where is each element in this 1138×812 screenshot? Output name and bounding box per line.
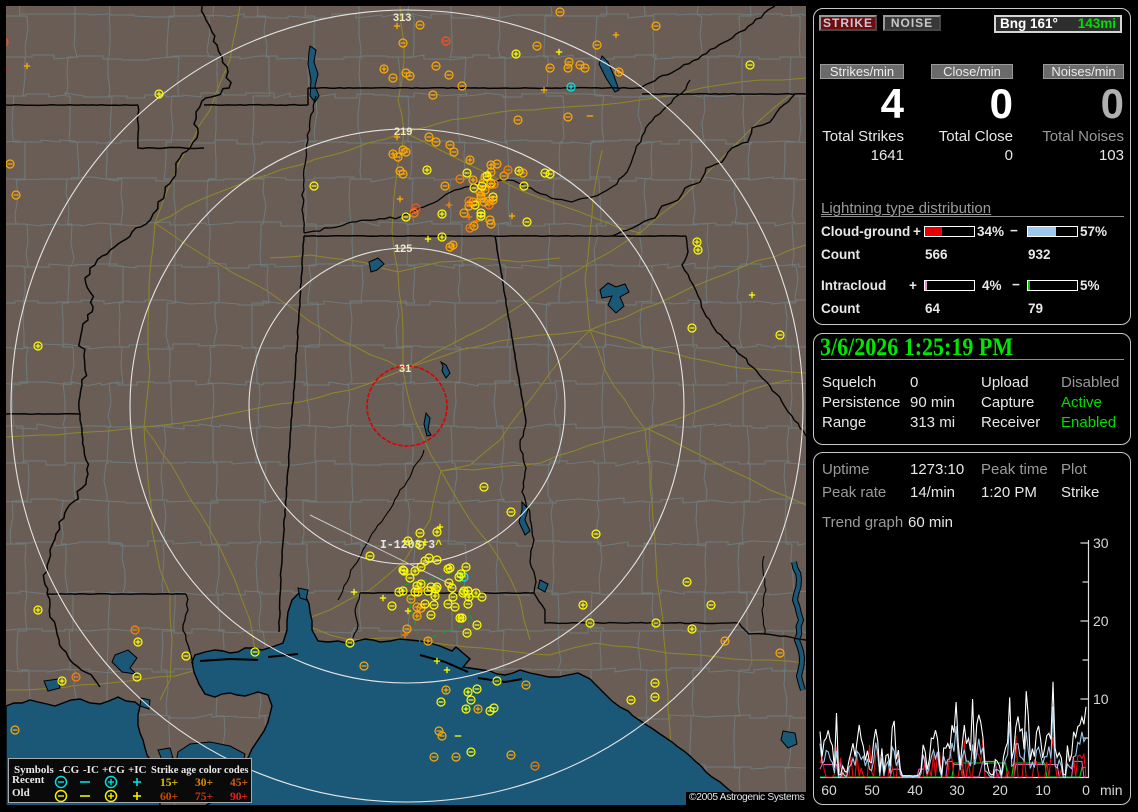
- svg-text:30+: 30+: [195, 777, 213, 789]
- svg-text:125: 125: [394, 243, 412, 255]
- svg-text:90+: 90+: [230, 791, 248, 802]
- svg-text:Old: Old: [12, 787, 30, 799]
- svg-text:60: 60: [821, 782, 837, 798]
- svg-text:0: 0: [1082, 782, 1090, 798]
- svg-text:31: 31: [399, 363, 411, 375]
- svg-text:219: 219: [394, 126, 412, 138]
- svg-text:Recent: Recent: [12, 774, 45, 786]
- svg-text:15+: 15+: [160, 777, 178, 789]
- svg-text:50: 50: [864, 782, 880, 798]
- svg-text:-CG: -CG: [59, 764, 80, 776]
- svg-text:30: 30: [949, 782, 965, 798]
- svg-text:Strike age color codes: Strike age color codes: [151, 765, 249, 776]
- svg-text:60+: 60+: [160, 791, 178, 802]
- svg-text:30: 30: [1093, 535, 1109, 551]
- svg-text:75+: 75+: [195, 791, 213, 802]
- svg-text:+IC: +IC: [128, 764, 147, 776]
- svg-text:10: 10: [1093, 691, 1109, 707]
- svg-text:40: 40: [907, 782, 923, 798]
- svg-text:20: 20: [992, 782, 1008, 798]
- svg-text:313: 313: [393, 12, 411, 24]
- svg-text:+CG: +CG: [102, 764, 125, 776]
- svg-text:45+: 45+: [230, 777, 248, 789]
- svg-text:min: min: [1100, 782, 1123, 798]
- svg-text:Symbols: Symbols: [14, 764, 54, 776]
- svg-text:10: 10: [1035, 782, 1051, 798]
- svg-text:-IC: -IC: [83, 764, 99, 776]
- svg-text:20: 20: [1093, 613, 1109, 629]
